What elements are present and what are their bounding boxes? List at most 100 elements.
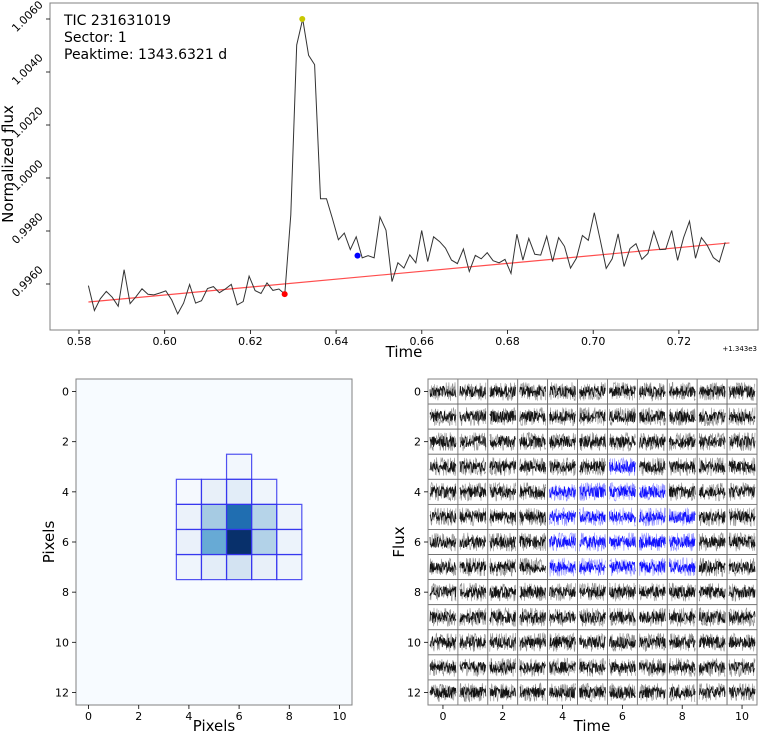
pixel-light-curve-cell [577, 428, 608, 455]
pixel-flux-line [698, 685, 726, 699]
pixel-light-curve-cell [577, 554, 608, 581]
pixel-light-curve-cell [517, 529, 549, 555]
aperture-mask [175, 453, 303, 581]
pixel-flux-line [669, 535, 696, 548]
pixel-flux-line [459, 460, 487, 474]
pixel-flux-line-faint [429, 607, 457, 627]
pixel-light-curve-cell [696, 428, 728, 455]
pixel-flux-line [429, 660, 457, 673]
pixel-flux-line [668, 586, 696, 599]
pixel-flux-line [609, 459, 636, 473]
pixel-flux-line-faint [728, 432, 756, 451]
pixel-flux-line [519, 585, 546, 599]
pixel-flux-line [489, 586, 517, 599]
pixel-light-curve-cell [427, 679, 459, 706]
pixel-light-curve-cell [607, 478, 638, 505]
pixel-light-curve-cell [517, 428, 549, 455]
pixel-light-curve-cell [696, 478, 728, 505]
pixel-light-curve-cell [696, 554, 728, 581]
pixel-light-curve-cell [696, 604, 728, 631]
image-y-tick-label: 12 [55, 686, 69, 699]
grid-x-tick-label: 8 [679, 710, 686, 723]
image-pixel [276, 504, 302, 530]
pixel-flux-line [698, 560, 726, 574]
pixel-flux-line [429, 536, 457, 549]
pixel-light-curve-cell [666, 654, 698, 681]
pixel-flux-line [728, 661, 756, 674]
pixel-light-curve-cell [547, 579, 578, 606]
grid-x-tick-label: 0 [439, 710, 446, 723]
pixel-flux-line [489, 511, 517, 523]
pixel-light-curve-cell [726, 579, 758, 606]
pixel-light-curve-cell [726, 529, 758, 555]
pixel-flux-line-faint [728, 407, 756, 426]
x-tick-label: 0.66 [410, 335, 435, 348]
pixel-flux-line [579, 460, 606, 473]
pixel-flux-line [519, 536, 546, 549]
pixel-flux-line-faint [639, 382, 666, 402]
pixel-flux-line [549, 561, 576, 573]
pixel-flux-line [639, 436, 666, 449]
pixel-flux-line [429, 561, 457, 574]
grid-x-tick-label: 6 [619, 710, 626, 723]
x-tick-label: 0.70 [581, 335, 606, 348]
pixel-flux-line [579, 511, 606, 523]
pixel-flux-line [459, 536, 487, 548]
pixel-flux-line [639, 662, 666, 674]
image-pixel [201, 479, 227, 505]
pixel-light-curve-cell [636, 629, 668, 656]
pixel-flux-line [459, 611, 487, 624]
pixel-light-curve-cell [487, 453, 519, 480]
pixel-light-curve-cell [547, 478, 578, 505]
pixel-flux-line [489, 611, 517, 624]
pixel-flux-line-faint [609, 532, 636, 552]
pixel-flux-line-faint [579, 382, 606, 401]
pixel-light-curve-cell [577, 503, 608, 530]
pixel-light-curve-cell [547, 503, 578, 530]
pixel-flux-line [429, 435, 457, 448]
pixel-flux-line [519, 561, 546, 574]
pixel-light-curve-cell [636, 654, 668, 681]
pixel-flux-line-faint [519, 456, 546, 476]
pixel-light-curve-cell [636, 529, 668, 555]
pixel-flux-line-faint [698, 482, 726, 502]
pixel-light-curve-cell [696, 629, 728, 656]
pixel-flux-line [549, 509, 576, 523]
pixel-flux-line [639, 460, 666, 473]
aperture-pixel-outline [276, 553, 303, 581]
flare-end-marker [354, 252, 361, 259]
y-tick-label: 1.0040 [9, 51, 45, 87]
pixel-flux-line [609, 686, 636, 700]
image-y-tick-label: 8 [62, 586, 69, 599]
pixel-flux-line [698, 586, 726, 599]
pixel-light-curve-cell [577, 629, 608, 656]
image-pixel [251, 479, 277, 505]
pixel-light-curve-cell [427, 604, 459, 631]
pixel-light-curve-cell [517, 654, 549, 681]
image-pixels [176, 454, 302, 580]
image-x-tick-label: 0 [85, 710, 92, 723]
pixel-light-curve-cell [427, 629, 459, 656]
flare-start-marker [281, 291, 288, 298]
image-pixel [176, 504, 202, 530]
pixel-light-curve-cell [517, 554, 549, 581]
pixel-light-curve-cell [666, 679, 698, 706]
pixel-light-curve-cell [547, 453, 578, 480]
grid-y-tick-label: 8 [414, 586, 421, 599]
grid-x-label: Time [573, 717, 611, 735]
pixel-flux-line [728, 686, 756, 699]
pixel-flux-line-faint [639, 632, 666, 652]
image-y-tick-label: 6 [62, 536, 69, 549]
pixel-flux-line-faint [549, 657, 576, 677]
x-tick-label: 0.58 [67, 335, 92, 348]
pixel-flux-line [489, 661, 516, 675]
pixel-flux-line-faint [609, 582, 636, 602]
pixel-light-curve-cell [487, 378, 519, 405]
pixel-flux-line [579, 435, 606, 449]
pixel-flux-line [668, 636, 696, 648]
image-pixel [176, 529, 202, 555]
pixel-light-curve-cell [636, 604, 668, 631]
pixel-light-curve-cell [517, 478, 549, 505]
pixel-flux-line-faint [459, 582, 487, 602]
pixel-light-curve-cell [666, 629, 698, 656]
